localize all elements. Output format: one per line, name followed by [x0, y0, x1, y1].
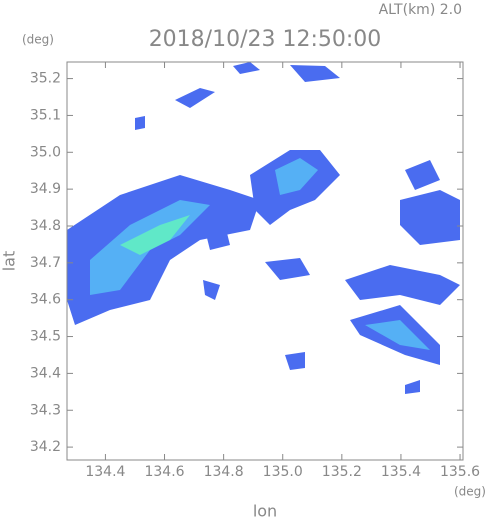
- x-axis-label: lon: [253, 502, 277, 521]
- y-tick-label: 34.7: [30, 255, 61, 271]
- x-tick-label: 135.4: [381, 464, 421, 480]
- y-tick-label: 35.0: [30, 144, 61, 160]
- x-tick-label: 134.6: [144, 464, 184, 480]
- y-unit: (deg): [22, 33, 54, 47]
- y-tick-label: 34.6: [30, 292, 61, 308]
- y-axis-label: lat: [0, 251, 19, 272]
- x-tick-label: 134.8: [204, 464, 244, 480]
- y-tick-label: 34.4: [30, 365, 61, 381]
- x-unit: (deg): [454, 485, 486, 499]
- chart-title: 2018/10/23 12:50:00: [149, 27, 382, 52]
- y-tick-label: 34.2: [30, 439, 61, 455]
- x-tick-label: 135.6: [440, 464, 480, 480]
- altitude-label: ALT(km) 2.0: [379, 2, 462, 18]
- x-tick-label: 135.0: [263, 464, 303, 480]
- y-tick-label: 34.8: [30, 218, 61, 234]
- x-tick-label: 135.2: [322, 464, 362, 480]
- y-tick-label: 35.1: [30, 107, 61, 123]
- x-tick-label: 134.4: [85, 464, 125, 480]
- y-tick-label: 34.9: [30, 181, 61, 197]
- radar-echoes: [67, 62, 460, 394]
- y-tick-label: 34.3: [30, 402, 61, 418]
- plot-frame: [66, 61, 464, 461]
- y-tick-label: 34.5: [30, 329, 61, 345]
- y-tick-label: 35.2: [30, 71, 61, 87]
